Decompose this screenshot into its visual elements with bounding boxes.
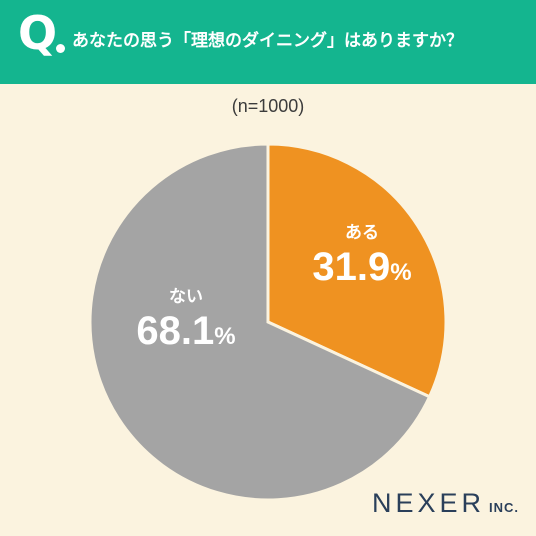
slice-label-nai: ない 68.1% [116, 286, 256, 360]
pie-slice-nai [88, 142, 432, 502]
slice-value-aru-unit: % [390, 259, 412, 286]
slice-value-nai-unit: % [214, 323, 236, 350]
slice-category-nai: ない [169, 287, 203, 307]
sample-size-label: (n=1000) [231, 96, 305, 116]
q-mark: Q [18, 6, 58, 60]
slice-category-aru: ある [345, 223, 379, 243]
pie-slice-aru [266, 142, 448, 399]
slice-label-aru: ある 31.9% [292, 222, 432, 296]
brand-name: NEXER [372, 488, 486, 518]
question-header: Q あなたの思う「理想のダイニング」はありますか？ [0, 0, 536, 84]
slice-value-aru: 31.9% [292, 244, 432, 296]
slice-value-aru-number: 31.9 [312, 245, 391, 289]
question-text: あなたの思う「理想のダイニング」はありますか？ [72, 31, 463, 51]
brand-logo: NEXER INC. [372, 490, 519, 517]
slice-value-nai: 68.1% [116, 308, 256, 360]
q-dot-icon [56, 44, 65, 53]
slice-value-nai-number: 68.1 [136, 309, 215, 353]
brand-suffix: INC. [489, 500, 520, 515]
